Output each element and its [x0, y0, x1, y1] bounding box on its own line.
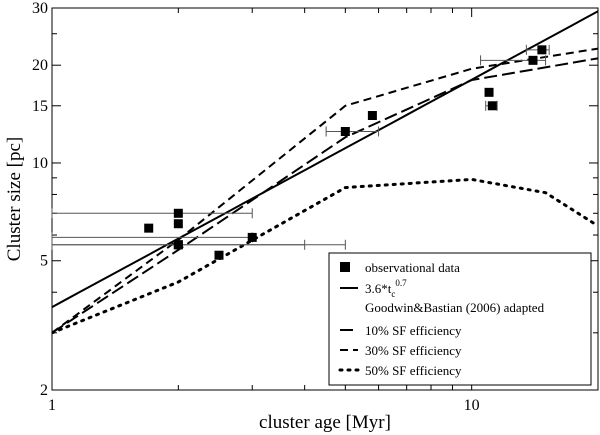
data-point: [247, 232, 257, 242]
legend-marker-square: [340, 262, 350, 272]
x-tick-label: 10: [464, 397, 480, 414]
legend-label-model-3: 50% SF efficiency: [365, 363, 462, 378]
data-point: [487, 101, 497, 111]
x-tick-label: 1: [48, 397, 56, 414]
data-point: [173, 219, 183, 229]
model-line-1: [52, 57, 598, 334]
data-point: [173, 240, 183, 250]
x-axis-title: cluster age [Myr]: [259, 412, 391, 433]
legend-box: [328, 252, 592, 386]
model-line-2: [52, 47, 598, 334]
y-tick-label: 2: [40, 382, 48, 399]
legend-label-model-1: 10% SF efficiency: [365, 323, 462, 338]
data-point: [484, 87, 494, 97]
data-point: [367, 111, 377, 121]
y-tick-label: 15: [32, 98, 48, 115]
data-point: [528, 55, 538, 65]
y-tick-label: 10: [32, 155, 48, 172]
y-tick-label: 30: [32, 0, 48, 17]
y-tick-label: 20: [32, 57, 48, 74]
data-point: [214, 250, 224, 260]
legend-label-fit: 3.6*tc0.7: [365, 278, 407, 299]
plot-frame: [51, 7, 599, 391]
data-point: [144, 223, 154, 233]
data-point: [173, 208, 183, 218]
y-axis-title: Cluster size [pc]: [4, 137, 25, 262]
y-tick-label: 5: [40, 253, 48, 270]
legend-label-observations: observational data: [365, 260, 460, 275]
legend-heading: Goodwin&Bastian (2006) adapted: [365, 300, 545, 315]
legend-label-model-2: 30% SF efficiency: [365, 343, 462, 358]
data-point: [537, 45, 547, 55]
data-point: [340, 126, 350, 136]
model-line-3: [52, 177, 598, 335]
